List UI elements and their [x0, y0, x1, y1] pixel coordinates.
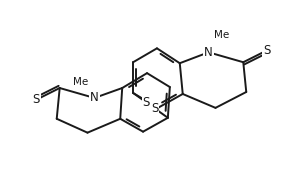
Text: S: S	[151, 102, 158, 115]
Text: Me: Me	[214, 30, 229, 40]
Text: S: S	[263, 44, 271, 57]
Text: N: N	[90, 91, 99, 104]
Text: Me: Me	[73, 77, 88, 87]
Text: S: S	[142, 96, 150, 109]
Text: S: S	[32, 93, 40, 106]
Text: N: N	[204, 46, 213, 59]
